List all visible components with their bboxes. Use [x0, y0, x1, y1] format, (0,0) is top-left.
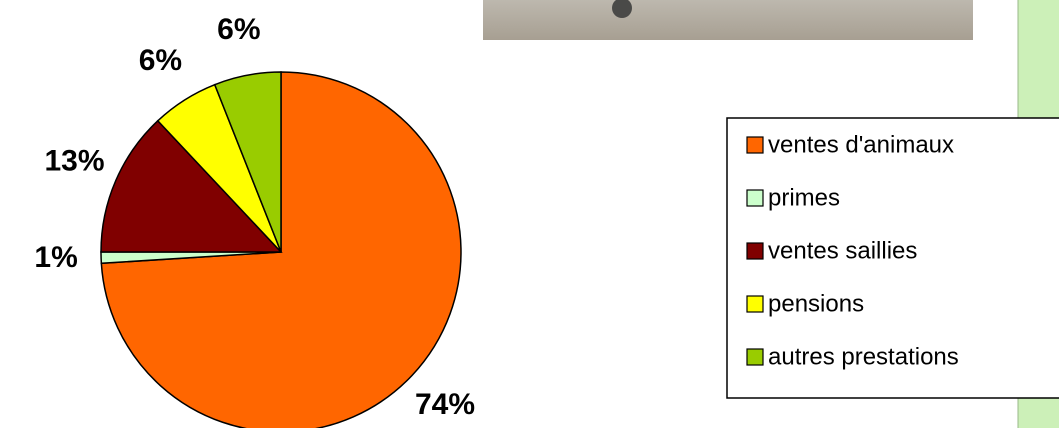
legend-label: autres prestations [768, 343, 959, 370]
legend-label: primes [768, 184, 840, 211]
legend-swatch [747, 137, 763, 153]
data-label: 1% [34, 241, 77, 274]
legend-label: ventes d'animaux [768, 131, 954, 158]
page: ventes d'animaux primes ventes saillies pen… [0, 0, 1059, 428]
legend-label: pensions [768, 290, 864, 317]
pie [101, 72, 461, 428]
data-label: 6% [139, 44, 182, 77]
data-label: 74% [415, 388, 475, 421]
legend-swatch [747, 190, 763, 206]
legend-swatch [747, 296, 763, 312]
data-label: 6% [217, 13, 260, 46]
photo [483, 0, 973, 40]
data-label: 13% [44, 145, 104, 178]
legend-swatch [747, 349, 763, 365]
legend-swatch [747, 243, 763, 259]
legend-label: ventes saillies [768, 237, 917, 264]
